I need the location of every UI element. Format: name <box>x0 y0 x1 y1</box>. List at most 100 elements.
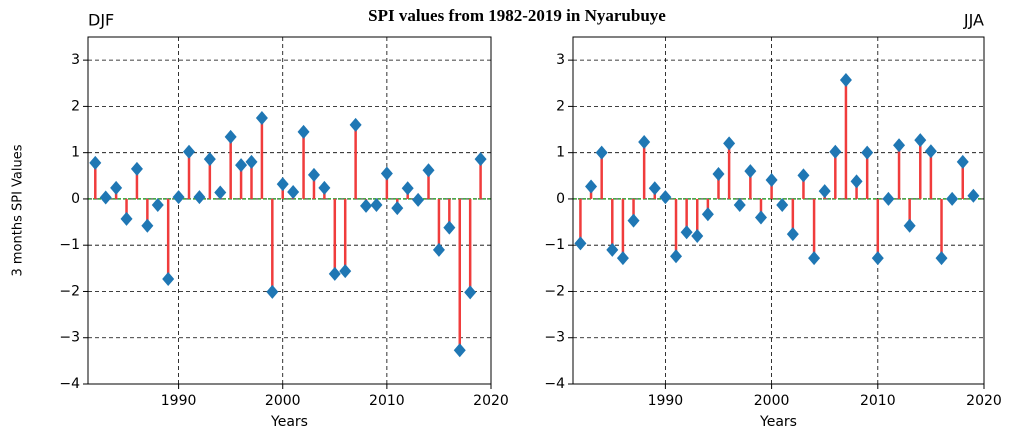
y-tick-label: −3 <box>59 330 80 346</box>
marker <box>432 242 445 257</box>
marker <box>193 190 206 205</box>
marker <box>946 191 959 206</box>
marker <box>89 155 102 170</box>
marker <box>670 249 683 264</box>
marker <box>903 218 916 233</box>
marker <box>850 174 863 189</box>
marker <box>765 172 778 187</box>
y-tick-label: 1 <box>71 145 80 161</box>
x-axis-label: Years <box>759 414 797 430</box>
axes-frame <box>572 36 985 385</box>
marker <box>712 166 725 181</box>
x-tick-label: 2010 <box>369 393 405 409</box>
marker <box>914 133 927 148</box>
axes-frame <box>87 36 492 385</box>
marker <box>723 136 736 151</box>
marker <box>924 144 937 159</box>
figure-title: SPI values from 1982-2019 in Nyarubuye <box>368 6 666 25</box>
marker <box>648 181 661 196</box>
marker <box>882 191 895 206</box>
marker <box>235 158 248 173</box>
marker <box>266 284 279 299</box>
y-tick-label: −1 <box>59 237 80 253</box>
y-tick-label: −4 <box>59 376 80 392</box>
marker <box>380 166 393 181</box>
x-tick-label: 2000 <box>754 393 790 409</box>
marker <box>574 236 587 251</box>
marker <box>443 220 456 235</box>
marker <box>99 190 112 205</box>
marker <box>151 197 164 212</box>
y-tick-label: −4 <box>544 376 565 392</box>
marker <box>224 129 237 144</box>
marker <box>214 185 227 200</box>
marker <box>318 180 331 195</box>
marker <box>412 192 425 207</box>
marker <box>391 201 404 216</box>
marker <box>585 179 598 194</box>
marker <box>349 117 362 132</box>
marker <box>861 145 874 160</box>
y-tick-label: −1 <box>544 237 565 253</box>
marker <box>956 154 969 169</box>
marker <box>130 161 143 176</box>
marker <box>744 164 757 179</box>
y-tick-label: 0 <box>556 191 565 207</box>
marker <box>733 197 746 212</box>
marker <box>183 144 196 159</box>
marker <box>422 163 435 178</box>
marker <box>464 285 477 300</box>
marker <box>474 152 487 167</box>
y-tick-label: 2 <box>71 98 80 114</box>
y-tick-label: 2 <box>556 98 565 114</box>
marker <box>935 251 948 266</box>
marker <box>141 218 154 233</box>
marker <box>276 177 289 192</box>
y-axis-label: 3 months SPI Values <box>11 144 26 276</box>
marker <box>287 184 300 199</box>
x-tick-label: 2010 <box>860 393 896 409</box>
marker <box>776 197 789 212</box>
marker <box>203 152 216 167</box>
marker <box>328 266 341 281</box>
marker <box>110 180 123 195</box>
x-tick-label: 1990 <box>648 393 684 409</box>
marker <box>120 211 133 226</box>
marker <box>680 225 693 240</box>
marker <box>339 264 352 279</box>
x-tick-label: 1990 <box>161 393 197 409</box>
x-tick-label: 2020 <box>473 393 509 409</box>
marker <box>360 198 373 213</box>
y-tick-label: −2 <box>59 283 80 299</box>
x-tick-label: 2000 <box>265 393 301 409</box>
marker <box>818 184 831 199</box>
y-tick-label: 0 <box>71 191 80 207</box>
marker <box>297 124 310 139</box>
marker <box>701 207 714 222</box>
marker <box>606 242 619 257</box>
x-tick-label: 2020 <box>966 393 1002 409</box>
marker <box>659 190 672 205</box>
marker <box>245 154 258 169</box>
marker <box>786 227 799 242</box>
marker <box>616 251 629 266</box>
marker <box>401 181 414 196</box>
marker <box>172 190 185 205</box>
axes-title: JJA <box>963 11 984 30</box>
y-tick-label: −3 <box>544 330 565 346</box>
marker <box>453 343 466 358</box>
y-tick-label: 3 <box>556 52 565 68</box>
marker <box>370 197 383 212</box>
marker <box>893 138 906 153</box>
marker <box>638 135 651 150</box>
y-tick-label: 3 <box>71 52 80 68</box>
marker <box>255 110 268 125</box>
marker <box>839 73 852 88</box>
marker <box>754 210 767 225</box>
axes-title: DJF <box>88 11 114 30</box>
marker <box>307 167 320 182</box>
x-axis-label: Years <box>270 414 308 430</box>
marker <box>162 271 175 286</box>
marker <box>797 168 810 183</box>
marker <box>595 145 608 160</box>
